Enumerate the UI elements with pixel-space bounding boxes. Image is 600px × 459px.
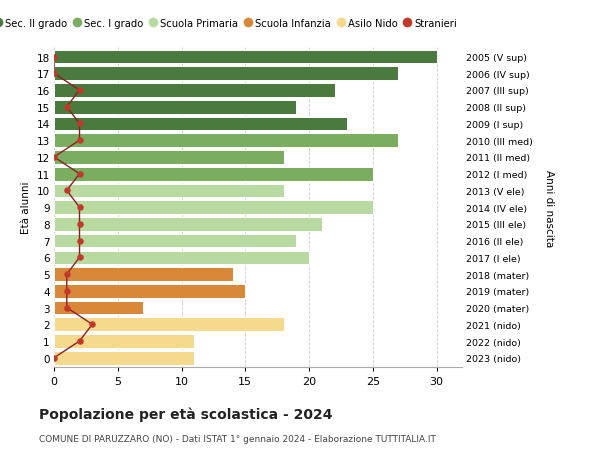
- Y-axis label: Anni di nascita: Anni di nascita: [544, 169, 554, 246]
- Point: [74, 121, 84, 128]
- Point: [49, 154, 59, 161]
- Bar: [54, 268, 233, 281]
- Point: [62, 304, 71, 312]
- Point: [49, 354, 59, 362]
- Bar: [54, 151, 284, 164]
- Bar: [54, 101, 296, 114]
- Bar: [54, 234, 296, 248]
- Point: [74, 137, 84, 145]
- Bar: [54, 301, 143, 315]
- Point: [62, 271, 71, 278]
- Bar: [54, 351, 194, 365]
- Bar: [54, 184, 284, 198]
- Point: [74, 254, 84, 262]
- Bar: [54, 201, 373, 214]
- Point: [88, 321, 97, 328]
- Point: [74, 171, 84, 178]
- Point: [62, 187, 71, 195]
- Point: [49, 70, 59, 78]
- Bar: [54, 118, 347, 131]
- Bar: [54, 285, 245, 298]
- Legend: Sec. II grado, Sec. I grado, Scuola Primaria, Scuola Infanzia, Asilo Nido, Stran: Sec. II grado, Sec. I grado, Scuola Prim…: [0, 15, 461, 33]
- Point: [74, 237, 84, 245]
- Bar: [54, 318, 284, 331]
- Bar: [54, 134, 398, 148]
- Point: [74, 204, 84, 212]
- Bar: [54, 251, 309, 265]
- Y-axis label: Età alunni: Età alunni: [21, 181, 31, 234]
- Point: [74, 221, 84, 228]
- Text: Popolazione per età scolastica - 2024: Popolazione per età scolastica - 2024: [39, 406, 332, 421]
- Bar: [54, 168, 373, 181]
- Bar: [54, 67, 398, 81]
- Point: [74, 87, 84, 95]
- Point: [49, 54, 59, 61]
- Point: [62, 287, 71, 295]
- Bar: [54, 84, 335, 98]
- Point: [62, 104, 71, 111]
- Bar: [54, 335, 194, 348]
- Bar: [54, 218, 322, 231]
- Bar: [54, 50, 437, 64]
- Point: [74, 338, 84, 345]
- Text: COMUNE DI PARUZZARO (NO) - Dati ISTAT 1° gennaio 2024 - Elaborazione TUTTITALIA.: COMUNE DI PARUZZARO (NO) - Dati ISTAT 1°…: [39, 434, 436, 443]
